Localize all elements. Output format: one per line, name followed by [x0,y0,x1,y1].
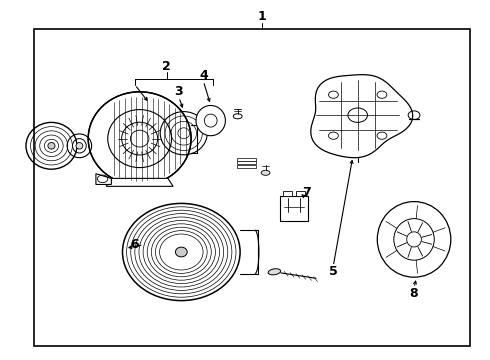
Polygon shape [106,179,173,186]
Bar [237,161,256,164]
Bar [283,191,292,196]
Bar [34,29,470,346]
Polygon shape [196,105,225,136]
Bar [296,191,305,196]
Text: 1: 1 [258,10,267,23]
Ellipse shape [88,92,191,185]
Bar [237,158,256,161]
Polygon shape [311,75,413,158]
Polygon shape [96,174,111,184]
Text: 6: 6 [130,238,139,251]
Ellipse shape [233,114,242,119]
Ellipse shape [175,247,187,257]
Text: 5: 5 [329,265,338,278]
Ellipse shape [377,202,451,277]
Ellipse shape [76,143,83,149]
Text: 4: 4 [199,69,208,82]
Text: 2: 2 [162,60,171,73]
Bar [280,196,308,221]
Text: 8: 8 [410,287,418,300]
Ellipse shape [261,170,270,175]
Text: 3: 3 [174,85,183,98]
Ellipse shape [268,269,281,275]
Ellipse shape [122,203,240,301]
Bar [237,165,256,168]
Ellipse shape [48,143,55,149]
Text: 7: 7 [302,186,311,199]
